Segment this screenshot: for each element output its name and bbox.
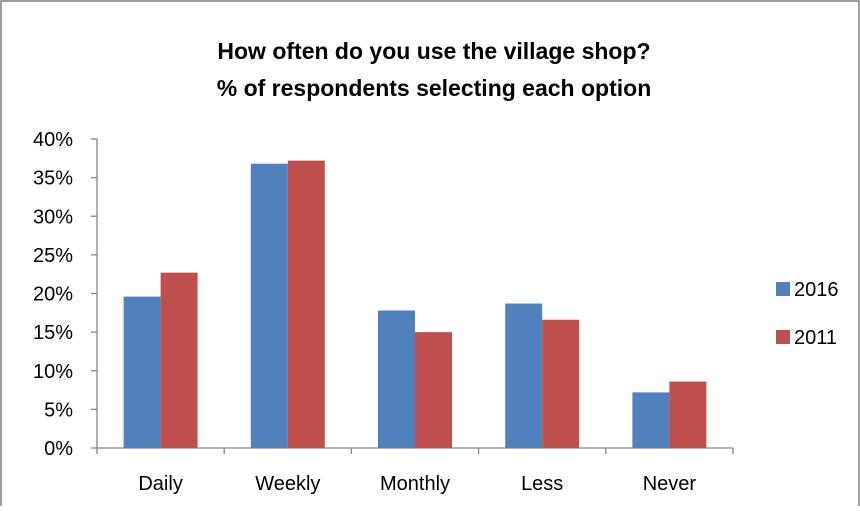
legend-label-2016: 2016 bbox=[794, 279, 839, 301]
legend-label-2011: 2011 bbox=[794, 327, 837, 349]
bar-2011-monthly bbox=[415, 332, 452, 448]
bar-2011-weekly bbox=[287, 160, 325, 448]
y-tick-label: 15% bbox=[33, 322, 73, 344]
y-tick-label: 0% bbox=[44, 438, 73, 460]
y-tick-label: 20% bbox=[33, 284, 73, 306]
bar-2011-daily bbox=[160, 272, 198, 448]
axes: 0% 5% 10% 15% 20% 25% 30% 35% 40% Daily Weekly Mont… bbox=[33, 129, 734, 495]
legend-swatch-2016 bbox=[776, 282, 790, 296]
x-tick-label: Daily bbox=[138, 473, 182, 495]
chart-subtitle: % of respondents selecting each option bbox=[217, 75, 652, 101]
bars bbox=[123, 160, 707, 448]
y-tick-label: 30% bbox=[33, 206, 73, 228]
x-tick-label: Never bbox=[643, 473, 697, 495]
bar-2011-never bbox=[669, 381, 707, 448]
y-tick-label: 5% bbox=[44, 399, 73, 421]
bar-2011-less bbox=[542, 319, 580, 448]
bar-2016-weekly bbox=[250, 163, 288, 448]
x-tick-label: Less bbox=[521, 473, 563, 495]
bar-2016-monthly bbox=[378, 310, 415, 448]
bar-2016-never bbox=[632, 392, 670, 448]
bar-2016-daily bbox=[123, 296, 161, 448]
y-tick-label: 40% bbox=[33, 129, 73, 151]
chart-title: How often do you use the village shop? bbox=[217, 38, 650, 64]
legend: 2016 2011 bbox=[776, 279, 839, 349]
legend-swatch-2011 bbox=[776, 330, 790, 344]
bar-2016-less bbox=[505, 303, 543, 448]
y-tick-label: 25% bbox=[33, 245, 73, 267]
x-tick-label: Weekly bbox=[255, 473, 320, 495]
y-tick-label: 10% bbox=[33, 361, 73, 383]
x-tick-label: Monthly bbox=[380, 473, 450, 495]
y-tick-label: 35% bbox=[33, 168, 73, 190]
